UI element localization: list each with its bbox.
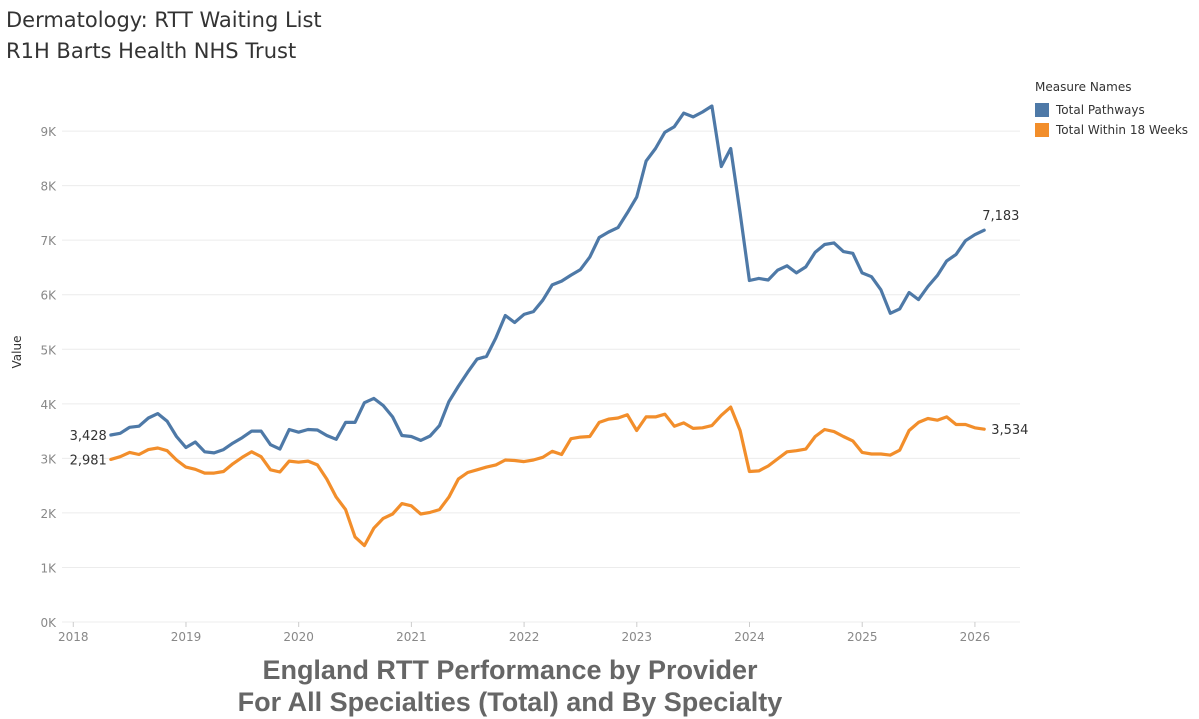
y-tick-label: 0K (40, 616, 57, 630)
y-tick-label: 5K (40, 343, 57, 357)
x-tick-label: 2024 (734, 630, 765, 644)
legend-swatch-orange (1035, 123, 1049, 137)
x-tick-label: 2018 (58, 630, 89, 644)
chart-title: Dermatology: RTT Waiting List (6, 8, 322, 32)
x-tick-label: 2026 (960, 630, 991, 644)
x-axis-ticks: 2018 2019 2020 2021 2022 2023 2024 2025 2026 (58, 622, 990, 644)
data-label-start: 2,981 (70, 453, 107, 468)
x-tick-label: 2020 (283, 630, 314, 644)
legend-swatch-blue (1035, 103, 1049, 117)
y-tick-label: 1K (40, 561, 57, 575)
data-label-end: 3,534 (991, 423, 1028, 438)
x-tick-label: 2025 (847, 630, 878, 644)
series-line-total-within-18-weeks[interactable] (109, 405, 986, 548)
y-tick-label: 6K (40, 289, 57, 303)
chart-subtitle: R1H Barts Health NHS Trust (6, 39, 297, 63)
x-tick-label: 2021 (396, 630, 427, 644)
x-tick-label: 2022 (509, 630, 540, 644)
x-tick-label: 2019 (171, 630, 202, 644)
y-tick-label: 4K (40, 398, 57, 412)
y-tick-label: 3K (40, 452, 57, 466)
footer-line-1: England RTT Performance by Provider (262, 655, 758, 685)
y-tick-label: 8K (40, 180, 57, 194)
y-tick-label: 9K (40, 125, 57, 139)
data-label-end: 7,183 (982, 209, 1019, 224)
legend-title: Measure Names (1035, 80, 1132, 94)
series-line-total-pathways[interactable] (109, 104, 986, 455)
data-labels: 3,428 7,183 2,981 3,534 (70, 209, 1029, 468)
legend-item-total-within-18-weeks[interactable]: Total Within 18 Weeks (1035, 120, 1188, 140)
footer-line-2: For All Specialties (Total) and By Speci… (237, 687, 783, 717)
legend-label: Total Pathways (1056, 103, 1145, 117)
y-tick-label: 7K (40, 234, 57, 248)
series-lines (109, 104, 986, 548)
gridlines (62, 130, 1020, 623)
y-tick-label: 2K (40, 507, 57, 521)
y-axis-label: Value (10, 336, 24, 369)
y-axis-ticks: 0K 1K 2K 3K 4K 5K 6K 7K 8K 9K (40, 125, 57, 630)
legend: Measure Names Total Pathways Total Withi… (1035, 80, 1188, 140)
data-label-start: 3,428 (70, 429, 107, 444)
x-tick-label: 2023 (622, 630, 653, 644)
legend-label: Total Within 18 Weeks (1056, 123, 1189, 137)
legend-item-total-pathways[interactable]: Total Pathways (1035, 100, 1188, 120)
